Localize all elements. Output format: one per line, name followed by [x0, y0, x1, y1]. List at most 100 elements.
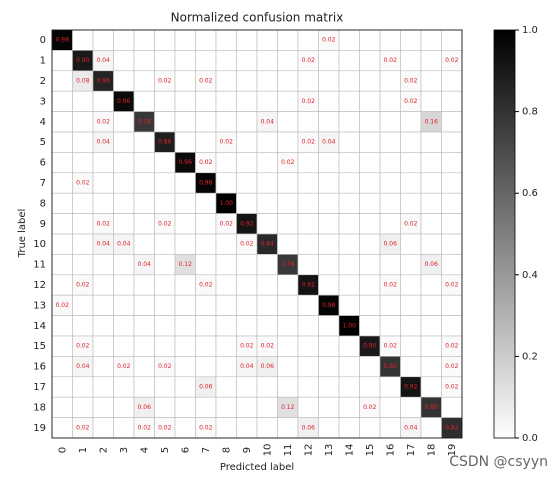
cell	[92, 192, 114, 214]
cell	[359, 356, 381, 378]
cell	[359, 152, 381, 174]
cell-label: 0.02	[220, 139, 234, 146]
cell-label: 0.98	[199, 180, 213, 187]
cell	[51, 356, 73, 378]
cell	[256, 396, 278, 418]
cell	[256, 50, 278, 72]
cell	[338, 29, 360, 51]
cell	[359, 254, 381, 276]
cell-label: 0.16	[425, 118, 439, 125]
cell	[420, 90, 442, 112]
cell	[359, 274, 381, 296]
cell	[72, 294, 94, 316]
x-tick-label: 5	[160, 447, 171, 453]
chart-title: Normalized confusion matrix	[171, 11, 344, 25]
cell	[338, 254, 360, 276]
y-tick-label: 8	[40, 198, 46, 209]
cell	[297, 172, 319, 194]
cell	[215, 233, 237, 255]
y-tick-label: 17	[33, 382, 46, 393]
cell-label: 0.04	[138, 261, 152, 268]
cell	[72, 396, 94, 418]
cell	[400, 356, 422, 378]
cell	[297, 233, 319, 255]
cell	[297, 192, 319, 214]
cell	[359, 376, 381, 398]
cell-label: 0.86	[97, 78, 111, 85]
cell	[92, 172, 114, 194]
cell-label: 0.12	[179, 261, 193, 268]
cell	[400, 315, 422, 337]
cell	[215, 396, 237, 418]
cell	[51, 131, 73, 153]
cell	[277, 233, 299, 255]
cell-label: 0.02	[199, 159, 213, 166]
cell	[338, 152, 360, 174]
cell-label: 0.84	[261, 241, 275, 248]
cell-label: 0.04	[240, 363, 254, 370]
cell	[441, 192, 463, 214]
x-tick-label: 17	[406, 444, 417, 457]
cell-label: 0.02	[281, 159, 295, 166]
cell	[195, 111, 217, 133]
cell	[338, 111, 360, 133]
cell-label: 0.02	[404, 220, 418, 227]
cell	[359, 192, 381, 214]
cell-label: 1.00	[343, 322, 357, 329]
cell	[420, 233, 442, 255]
y-tick-label: 14	[33, 321, 46, 332]
cell	[318, 376, 340, 398]
cell-label: 0.02	[199, 78, 213, 85]
cell-label: 0.04	[322, 139, 336, 146]
cell	[441, 111, 463, 133]
cell	[256, 192, 278, 214]
cell-label: 0.78	[281, 261, 295, 268]
cell	[236, 90, 258, 112]
cell	[297, 335, 319, 357]
cell	[441, 90, 463, 112]
cell	[113, 274, 135, 296]
cell	[379, 111, 401, 133]
cell-label: 0.02	[199, 282, 213, 289]
cell	[174, 274, 196, 296]
cell-label: 0.98	[322, 302, 336, 309]
cell	[379, 70, 401, 92]
cell	[420, 213, 442, 235]
cell	[72, 254, 94, 276]
cell	[92, 274, 114, 296]
cell	[113, 396, 135, 418]
cell	[154, 335, 176, 357]
cell	[420, 50, 442, 72]
cell	[113, 417, 135, 439]
cell	[400, 172, 422, 194]
cell-label: 0.06	[261, 363, 275, 370]
cell	[338, 274, 360, 296]
cell	[441, 396, 463, 418]
y-tick-label: 4	[40, 117, 46, 128]
cell	[400, 50, 422, 72]
cell	[420, 152, 442, 174]
cell	[297, 356, 319, 378]
cell	[338, 70, 360, 92]
cell	[379, 396, 401, 418]
cell	[277, 294, 299, 316]
cell	[154, 274, 176, 296]
cell	[154, 152, 176, 174]
cell	[379, 172, 401, 194]
y-tick-label: 12	[33, 280, 46, 291]
cell-label: 0.02	[240, 343, 254, 350]
cell	[154, 111, 176, 133]
cell	[215, 315, 237, 337]
x-tick-label: 11	[283, 444, 294, 457]
cell	[297, 294, 319, 316]
cell	[441, 172, 463, 194]
cell-label: 0.04	[97, 139, 111, 146]
cell	[379, 315, 401, 337]
cell-label: 0.02	[322, 37, 336, 44]
cell	[174, 50, 196, 72]
cell	[256, 315, 278, 337]
cell-label: 0.02	[158, 220, 172, 227]
cell	[297, 376, 319, 398]
cell	[297, 213, 319, 235]
cell	[215, 335, 237, 357]
